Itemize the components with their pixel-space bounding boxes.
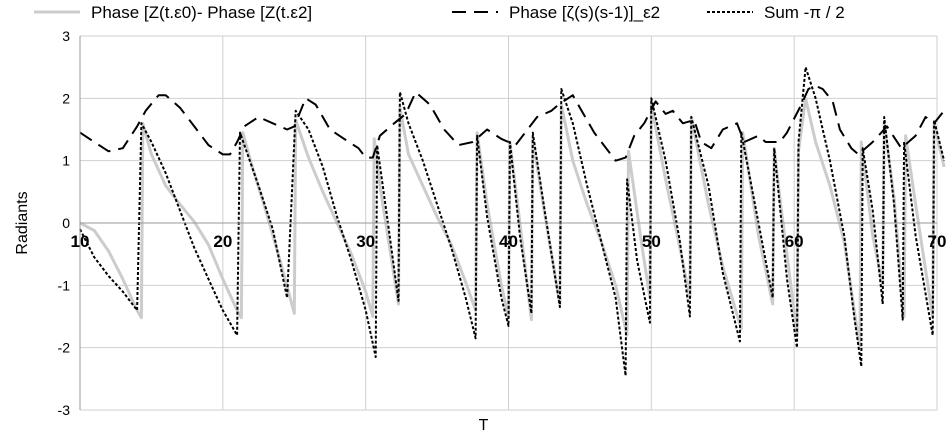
series-line-1 (79, 84, 945, 162)
y-tick-label: 2 (62, 90, 70, 106)
x-axis-title: T (479, 417, 489, 434)
x-tick-label: 70 (928, 232, 947, 251)
legend-label-2: Sum -π / 2 (764, 3, 845, 22)
x-tick-label: 30 (356, 232, 375, 251)
y-tick-label: 0 (62, 215, 70, 231)
legend-label-0: Phase [Z(t.ε0)- Phase [Z(t.ε2] (91, 3, 312, 22)
legend-label-1: Phase [ζ(s)(s-1)]_ε2 (509, 3, 660, 22)
y-tick-label: 3 (62, 28, 70, 44)
x-tick-label: 50 (642, 232, 661, 251)
series-line-2 (79, 66, 946, 377)
y-tick-label: -2 (58, 340, 71, 356)
x-tick-label: 20 (213, 232, 232, 251)
y-tick-label: 1 (62, 153, 70, 169)
y-tick-label: -3 (58, 402, 71, 418)
x-tick-label: 40 (499, 232, 518, 251)
x-tick-label: 10 (71, 232, 90, 251)
y-tick-label: -1 (58, 277, 71, 293)
y-axis-title: Radiants (14, 191, 31, 254)
series-layer (79, 66, 946, 377)
legend: Phase [Z(t.ε0)- Phase [Z(t.ε2] Phase [ζ(s… (34, 3, 845, 22)
x-tick-label: 60 (785, 232, 804, 251)
